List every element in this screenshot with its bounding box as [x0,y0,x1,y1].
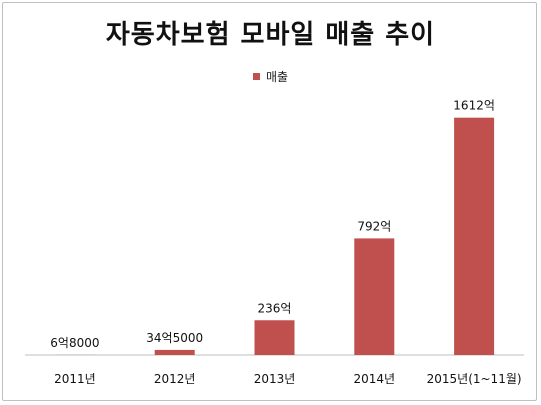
data-label-1: 34억5000 [146,331,203,345]
bar-2 [254,320,295,355]
chart-legend: 매출 [0,68,541,85]
chart-title: 자동차보험 모바일 매출 추이 [105,20,436,50]
legend-swatch [252,73,260,80]
x-tick-label-0: 2011년 [54,372,96,386]
bar-4 [454,117,495,355]
bar-1 [154,349,195,355]
legend-label: 매출 [265,70,289,84]
bar-3 [354,238,395,355]
x-tick-label-4: 2015년(1~11월) [427,372,522,386]
x-tick-label-1: 2012년 [154,372,196,386]
data-label-4: 1612억 [453,99,495,113]
data-label-2: 236억 [258,301,292,315]
x-tick-label-2: 2013년 [254,372,296,386]
x-tick-label-3: 2014년 [354,372,396,386]
data-label-0: 6억8000 [50,336,99,350]
data-label-3: 792억 [357,219,391,233]
